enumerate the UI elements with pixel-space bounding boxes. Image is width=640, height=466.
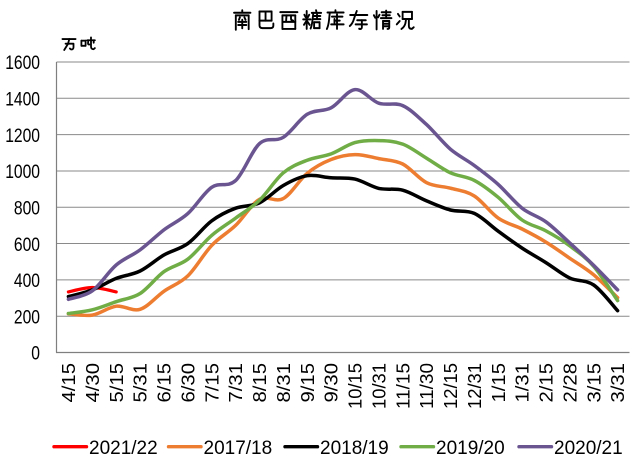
- svg-text:2017/18: 2017/18: [204, 438, 273, 459]
- svg-text:6/30: 6/30: [177, 363, 198, 403]
- svg-text:9/30: 9/30: [321, 363, 342, 403]
- svg-text:6/15: 6/15: [154, 363, 175, 403]
- svg-text:800: 800: [14, 198, 40, 219]
- svg-text:1200: 1200: [5, 126, 40, 147]
- svg-text:12/31: 12/31: [464, 363, 485, 409]
- svg-text:2020/21: 2020/21: [554, 438, 623, 459]
- svg-text:11/15: 11/15: [392, 363, 413, 409]
- svg-text:1000: 1000: [5, 162, 40, 183]
- svg-text:5/31: 5/31: [130, 363, 151, 403]
- svg-text:200: 200: [14, 307, 40, 328]
- svg-text:10/15: 10/15: [345, 363, 366, 409]
- svg-text:5/15: 5/15: [106, 363, 127, 403]
- svg-text:9/15: 9/15: [297, 363, 318, 403]
- svg-text:2/15: 2/15: [536, 363, 557, 403]
- svg-text:2/28: 2/28: [559, 363, 580, 403]
- svg-text:4/15: 4/15: [58, 363, 79, 403]
- svg-text:1/31: 1/31: [512, 363, 533, 403]
- svg-text:1600: 1600: [5, 53, 40, 74]
- svg-text:7/15: 7/15: [201, 363, 222, 403]
- svg-text:400: 400: [14, 271, 40, 292]
- svg-text:3/15: 3/15: [583, 363, 604, 403]
- svg-text:1/15: 1/15: [488, 363, 509, 403]
- svg-text:1400: 1400: [5, 90, 40, 111]
- svg-text:2018/19: 2018/19: [320, 438, 389, 459]
- svg-text:4/30: 4/30: [82, 363, 103, 403]
- svg-text:10/31: 10/31: [368, 363, 389, 409]
- svg-text:0: 0: [31, 344, 40, 365]
- svg-text:8/15: 8/15: [249, 363, 270, 403]
- svg-text:12/15: 12/15: [440, 363, 461, 409]
- svg-text:8/31: 8/31: [273, 363, 294, 403]
- svg-text:11/30: 11/30: [416, 363, 437, 409]
- svg-text:7/31: 7/31: [225, 363, 246, 403]
- svg-text:2021/22: 2021/22: [89, 438, 158, 459]
- svg-text:3/31: 3/31: [607, 363, 628, 403]
- svg-text:600: 600: [14, 235, 40, 256]
- svg-text:2019/20: 2019/20: [436, 438, 505, 459]
